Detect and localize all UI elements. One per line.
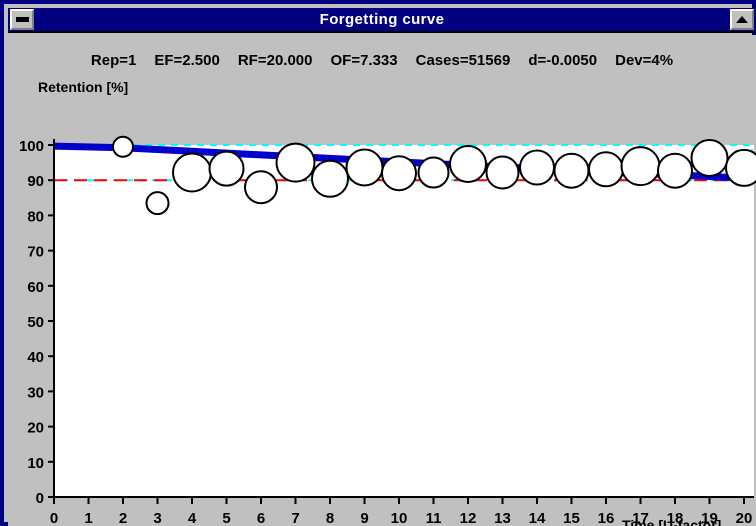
maximize-button[interactable] — [730, 9, 754, 30]
data-point-bubble[interactable] — [275, 142, 316, 183]
data-point-bubble[interactable] — [417, 156, 450, 189]
x-tick-label: 10 — [391, 510, 408, 526]
data-point-bubble[interactable] — [553, 152, 590, 189]
stat-cases: Cases=51569 — [415, 52, 511, 69]
stat-ef: EF=2.500 — [154, 52, 220, 69]
x-tick-label: 13 — [494, 510, 511, 526]
data-point-bubble[interactable] — [145, 191, 170, 216]
x-tick-label: 6 — [257, 510, 265, 526]
data-point-bubble[interactable] — [588, 151, 624, 188]
title-bar[interactable]: Forgetting curve — [8, 8, 756, 33]
data-point-bubble[interactable] — [657, 152, 693, 189]
y-axis-label: Retention [%] — [38, 79, 129, 95]
data-point-bubble[interactable] — [112, 135, 134, 158]
window-title: Forgetting curve — [319, 11, 445, 28]
x-tick-label: 7 — [291, 510, 299, 526]
x-tick-label: 20 — [736, 510, 753, 526]
y-tick-label: 0 — [36, 490, 44, 507]
y-tick-label: 10 — [27, 455, 44, 472]
x-tick-label: 15 — [563, 510, 580, 526]
y-tick-label: 70 — [27, 244, 44, 261]
data-point-bubble[interactable] — [485, 155, 520, 190]
data-point-bubble[interactable] — [519, 149, 555, 186]
stat-dev: Dev=4% — [615, 52, 674, 69]
data-point-bubble[interactable] — [449, 145, 487, 183]
statistics-line: Rep=1 EF=2.500 RF=20.000 OF=7.333 Cases=5156… — [8, 52, 756, 69]
data-point-bubble[interactable] — [345, 148, 384, 187]
client-area: Rep=1 EF=2.500 RF=20.000 OF=7.333 Cases=5156… — [8, 35, 756, 526]
y-tick-label: 80 — [27, 208, 44, 225]
y-tick-label: 50 — [27, 314, 44, 331]
data-point-bubble[interactable] — [311, 159, 349, 198]
x-tick-label: 2 — [119, 510, 127, 526]
y-tick-label: 40 — [27, 349, 44, 366]
plot-background — [54, 145, 754, 497]
x-tick-label: 11 — [426, 510, 442, 526]
x-tick-label: 19 — [701, 510, 718, 526]
data-point-bubble[interactable] — [725, 148, 756, 187]
x-axis-label: Time [U-factor] — [622, 517, 722, 526]
x-tick-label: 14 — [529, 510, 546, 526]
data-point-bubble[interactable] — [208, 150, 245, 187]
x-tick-label: 9 — [360, 510, 368, 526]
stat-of: OF=7.333 — [330, 52, 398, 69]
data-point-bubble[interactable] — [381, 155, 417, 192]
x-tick-label: 5 — [222, 510, 230, 526]
forgetting-curve-chart[interactable]: Retention [%] Time [U-factor] 0 10 20 30 40 5… — [8, 79, 756, 526]
y-tick-label: 30 — [27, 384, 44, 401]
stat-rep: Rep=1 — [90, 52, 137, 69]
y-tick-label: 20 — [27, 420, 44, 437]
x-tick-label: 3 — [153, 510, 161, 526]
data-point-bubble[interactable] — [690, 139, 729, 177]
data-point-bubble[interactable] — [620, 146, 661, 187]
stat-rf: RF=20.000 — [237, 52, 313, 69]
x-tick-label: 18 — [667, 510, 684, 526]
y-tick-label: 60 — [27, 279, 44, 296]
data-point-bubble[interactable] — [172, 152, 212, 193]
maximize-icon — [736, 16, 748, 23]
x-tick-label: 16 — [598, 510, 615, 526]
data-point-bubble[interactable] — [244, 170, 278, 205]
x-tick-label: 1 — [84, 510, 92, 526]
x-tick-label: 17 — [632, 510, 649, 526]
y-tick-label: 90 — [27, 173, 44, 190]
minimize-button[interactable] — [10, 9, 34, 30]
x-tick-label: 4 — [188, 510, 197, 526]
x-tick-label: 12 — [460, 510, 477, 526]
y-tick-label: 100 — [19, 138, 44, 155]
minimize-icon — [15, 17, 29, 22]
x-tick-label: 8 — [326, 510, 334, 526]
x-tick-label: 0 — [50, 510, 58, 526]
stat-d: d=-0.0050 — [528, 52, 598, 69]
